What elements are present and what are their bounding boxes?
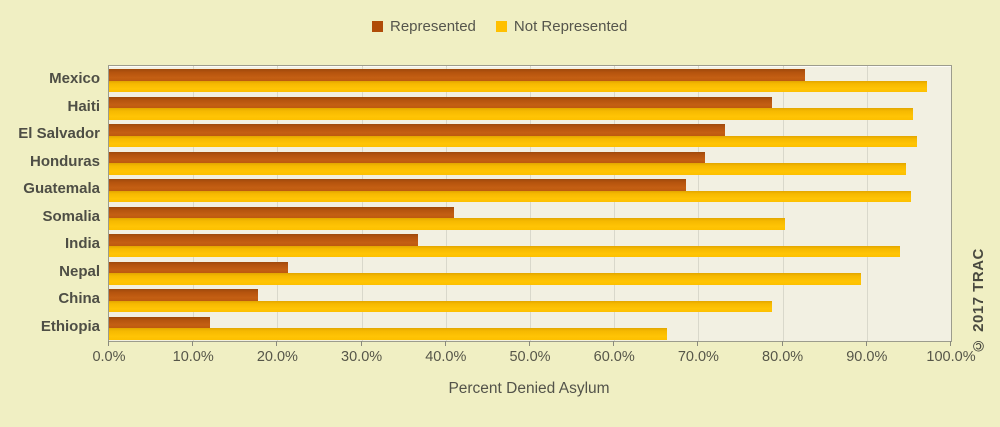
tick-mark <box>697 341 699 346</box>
bar-represented <box>109 179 686 191</box>
tick-mark <box>613 341 615 346</box>
legend-label-not-represented: Not Represented <box>513 18 628 35</box>
bar-not-represented <box>109 135 918 147</box>
bar-represented <box>109 316 211 328</box>
gridline <box>866 66 868 341</box>
bar-not-represented <box>109 108 914 120</box>
bar-row <box>109 204 951 232</box>
x-tick-label: 10.0% <box>172 349 214 365</box>
tick-mark <box>192 341 194 346</box>
bar-not-represented <box>109 163 907 175</box>
category-label: Mexico <box>49 70 100 87</box>
gridline <box>193 66 195 341</box>
x-axis-tick-labels: 0.0% 10.0% 20.0% 30.0% 40.0% 50.0% 60.0% 70.0% 8… <box>92 349 975 367</box>
gridline <box>530 66 531 341</box>
x-tick-label: 20.0% <box>256 349 298 365</box>
represented-swatch-icon <box>372 21 383 32</box>
gridline <box>698 66 700 341</box>
bar-row <box>109 66 951 94</box>
tick-mark <box>950 341 951 346</box>
category-label: Guatemala <box>23 180 100 197</box>
legend-label-represented: Represented <box>390 18 476 35</box>
x-tick-label: 60.0% <box>593 349 635 365</box>
bar-represented <box>109 234 418 246</box>
bar-row <box>109 231 951 259</box>
bar-row <box>109 94 951 122</box>
gridline <box>614 66 616 341</box>
bar-represented <box>109 69 806 81</box>
gridline <box>277 66 279 341</box>
bar-represented <box>109 289 259 301</box>
category-label: El Salvador <box>18 125 100 142</box>
x-tick-label: 70.0% <box>677 349 719 365</box>
tick-mark <box>108 341 109 346</box>
bar-row <box>109 121 951 149</box>
category-axis: Mexico Haiti El Salvador Honduras Guatemala S… <box>0 65 100 340</box>
bar-not-represented <box>109 80 928 92</box>
category-label: Somalia <box>42 207 100 225</box>
category-label: Haiti <box>67 97 100 115</box>
tick-mark <box>360 341 362 346</box>
x-axis-ticks <box>108 341 951 347</box>
bar-represented <box>109 124 726 136</box>
copyright-watermark: © 2017 TRAC <box>970 248 987 354</box>
bar-row <box>109 149 951 177</box>
bar-row <box>109 259 951 287</box>
category-label: Ethiopia <box>40 317 100 335</box>
bar-row <box>109 286 951 314</box>
tick-mark <box>865 341 867 346</box>
x-tick-label: 50.0% <box>509 349 551 365</box>
x-tick-label: 90.0% <box>846 349 888 365</box>
category-label: China <box>58 290 100 307</box>
category-label: Honduras <box>29 152 100 170</box>
bar-represented <box>109 96 773 108</box>
tick-mark <box>781 341 783 346</box>
x-tick-label: 30.0% <box>341 349 383 365</box>
not-represented-swatch-icon <box>495 21 507 32</box>
gridline <box>782 66 784 341</box>
gridline <box>445 66 447 341</box>
bar-not-represented <box>109 273 861 285</box>
bar-not-represented <box>109 300 773 312</box>
chart-legend: Represented Not Represented <box>372 18 627 35</box>
bar-not-represented <box>109 218 786 230</box>
x-tick-label: 40.0% <box>425 349 467 365</box>
x-axis-title: Percent Denied Asylum <box>448 380 610 397</box>
bar-represented <box>109 261 288 273</box>
x-tick-label: 100.0% <box>926 349 976 365</box>
bar-not-represented <box>109 328 668 340</box>
x-tick-label: 0.0% <box>92 349 126 365</box>
plot-area <box>108 65 952 342</box>
bar-not-represented <box>109 245 900 257</box>
gridline <box>361 66 363 341</box>
bar-represented <box>109 151 706 163</box>
category-label: Nepal <box>59 262 100 280</box>
x-tick-label: 80.0% <box>762 349 804 365</box>
bar-row <box>109 176 951 204</box>
category-label: India <box>64 235 100 252</box>
bar-represented <box>109 206 455 218</box>
bar-row <box>109 314 951 342</box>
legend-item-represented: Represented <box>372 18 476 35</box>
tick-mark <box>276 341 278 346</box>
bar-not-represented <box>109 190 911 202</box>
legend-item-not-represented: Not Represented <box>495 18 628 35</box>
tick-mark <box>529 341 530 346</box>
tick-mark <box>444 341 446 346</box>
